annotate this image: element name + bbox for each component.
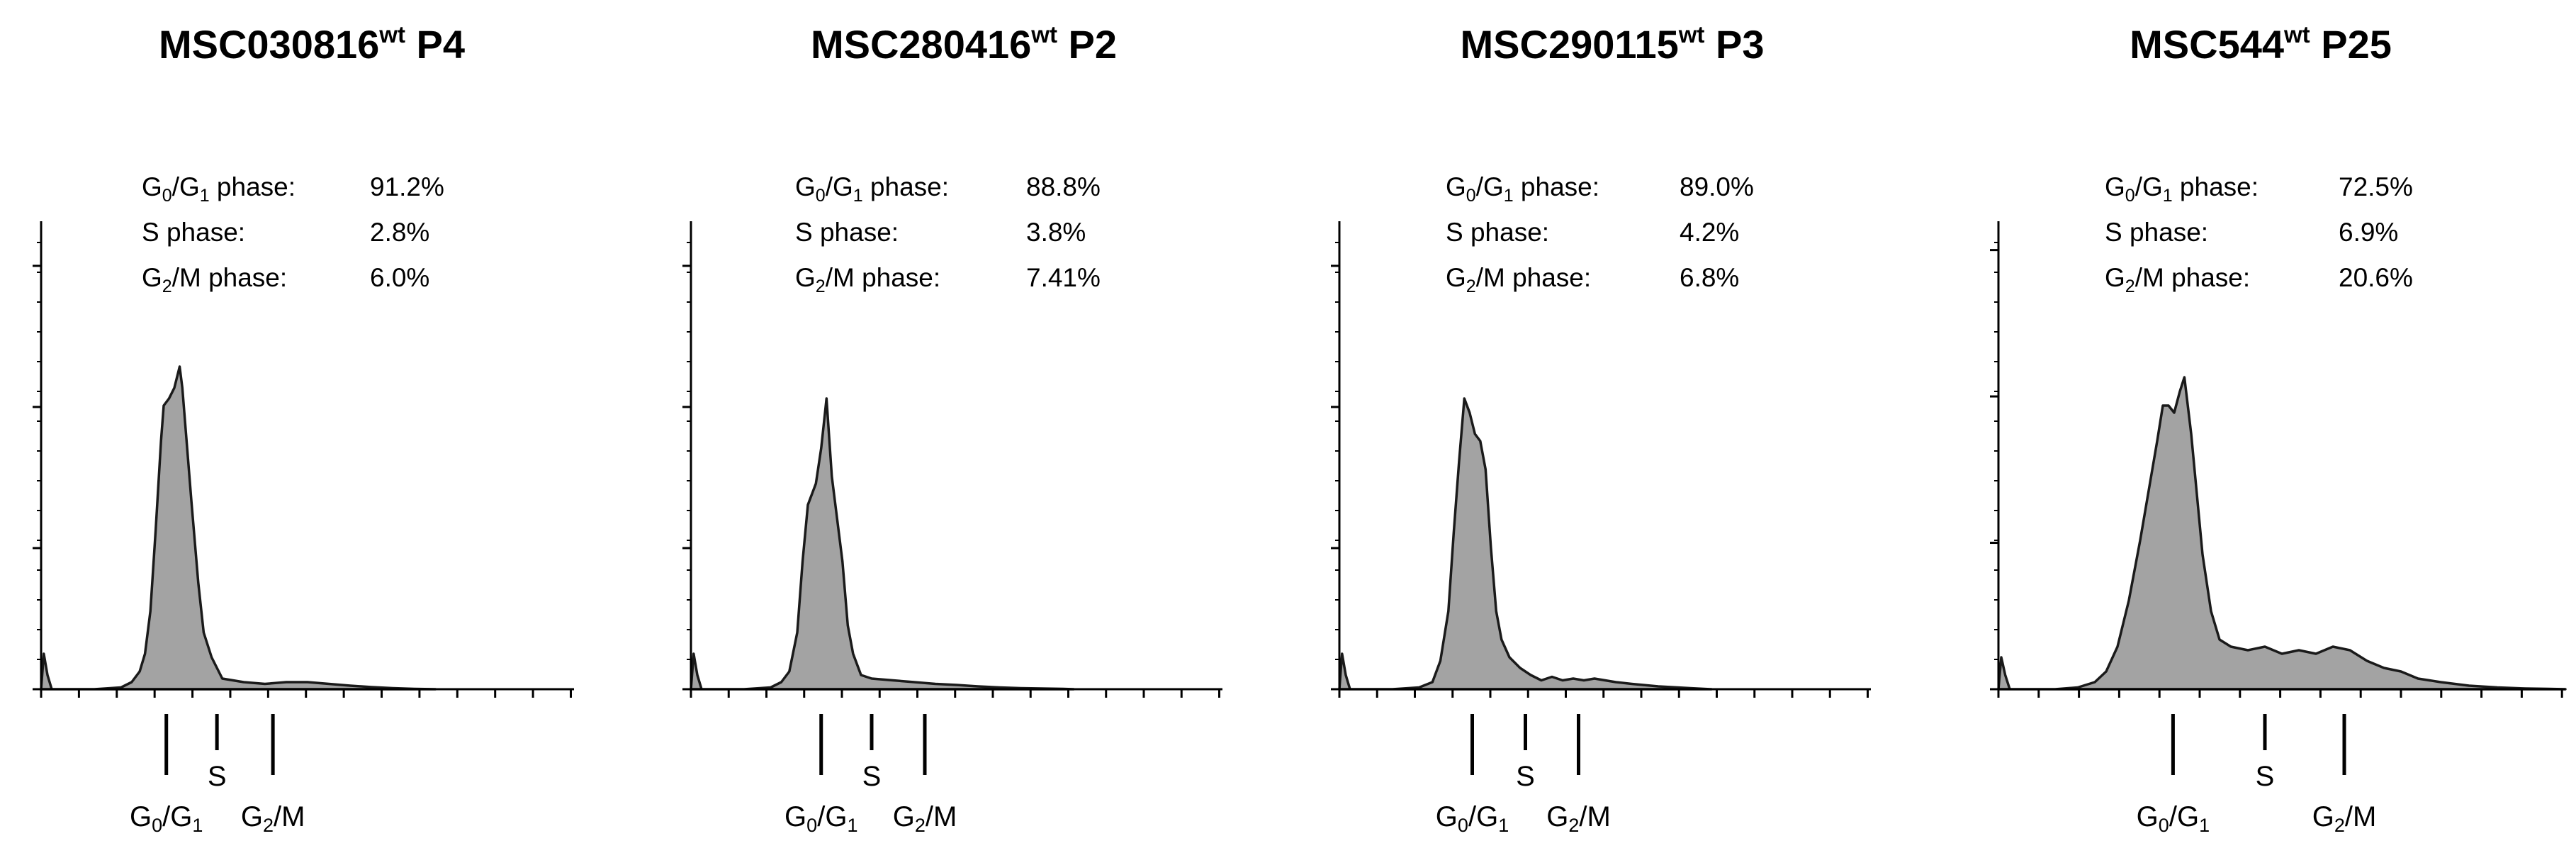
phase-label-2: S [862,761,882,792]
histogram-panel-1: MSC030816wt P4 G0​/G1​ phase: 91.2% S phase… [33,21,574,836]
stat-label-1: G0​/G1​ phase: [795,172,949,206]
histogram-panel-2: MSC280416wt P2 G0​/G1​ phase: 88.8% S phase… [682,21,1222,836]
histogram-area [1997,376,2567,691]
phase-label-2: S [1516,761,1535,792]
stat-label-1: G0​/G1​ phase: [142,172,296,206]
stat-label-2: S phase: [2105,218,2208,247]
stat-label-3: G2​/M phase: [2105,263,2250,296]
stat-value-3: 7.41% [1026,263,1101,292]
panel-title: MSC280416wt P2 [811,21,1117,67]
phase-label-2: S [208,761,227,792]
phase-label-2: S [2256,761,2275,792]
histogram-area [40,365,437,691]
stat-value-3: 20.6% [2339,263,2413,292]
stat-value-3: 6.0% [370,263,429,292]
phase-label-1: G0​/G1​ [130,801,203,836]
phase-label-1: G0​/G1​ [2137,801,2210,836]
stat-label-1: G0​/G1​ phase: [2105,172,2259,206]
stat-value-2: 6.9% [2339,218,2398,247]
histogram-panel-3: MSC290115wt P3 G0​/G1​ phase: 89.0% S phase… [1331,21,1871,836]
phase-label-3: G2​/M [1546,801,1611,836]
stat-label-2: S phase: [1446,218,1549,247]
panel-title: MSC290115wt P3 [1461,21,1765,67]
panel-title: MSC544wt P25 [2130,21,2392,67]
stat-value-3: 6.8% [1680,263,1739,292]
stat-label-3: G2​/M phase: [142,263,287,296]
stat-label-2: S phase: [142,218,245,247]
stat-value-2: 2.8% [370,218,429,247]
phase-label-3: G2​/M [2312,801,2377,836]
stat-label-3: G2​/M phase: [1446,263,1591,296]
stat-label-1: G0​/G1​ phase: [1446,172,1599,206]
stat-value-1: 89.0% [1680,172,1754,201]
phase-label-3: G2​/M [241,801,305,836]
stat-value-2: 4.2% [1680,218,1739,247]
phase-label-1: G0​/G1​ [1436,801,1509,836]
phase-label-1: G0​/G1​ [784,801,857,836]
histogram-area [1338,397,1713,691]
stat-value-2: 3.8% [1026,218,1086,247]
stat-label-2: S phase: [795,218,899,247]
panel-title: MSC030816wt P4 [159,21,465,67]
stat-value-1: 88.8% [1026,172,1101,201]
stat-value-1: 91.2% [370,172,444,201]
histogram-area [690,397,1075,691]
stat-value-1: 72.5% [2339,172,2413,201]
histogram-panel-4: MSC544wt P25 G0​/G1​ phase: 72.5% S phase: 6… [1990,21,2567,836]
stat-label-3: G2​/M phase: [795,263,940,296]
phase-label-3: G2​/M [893,801,957,836]
